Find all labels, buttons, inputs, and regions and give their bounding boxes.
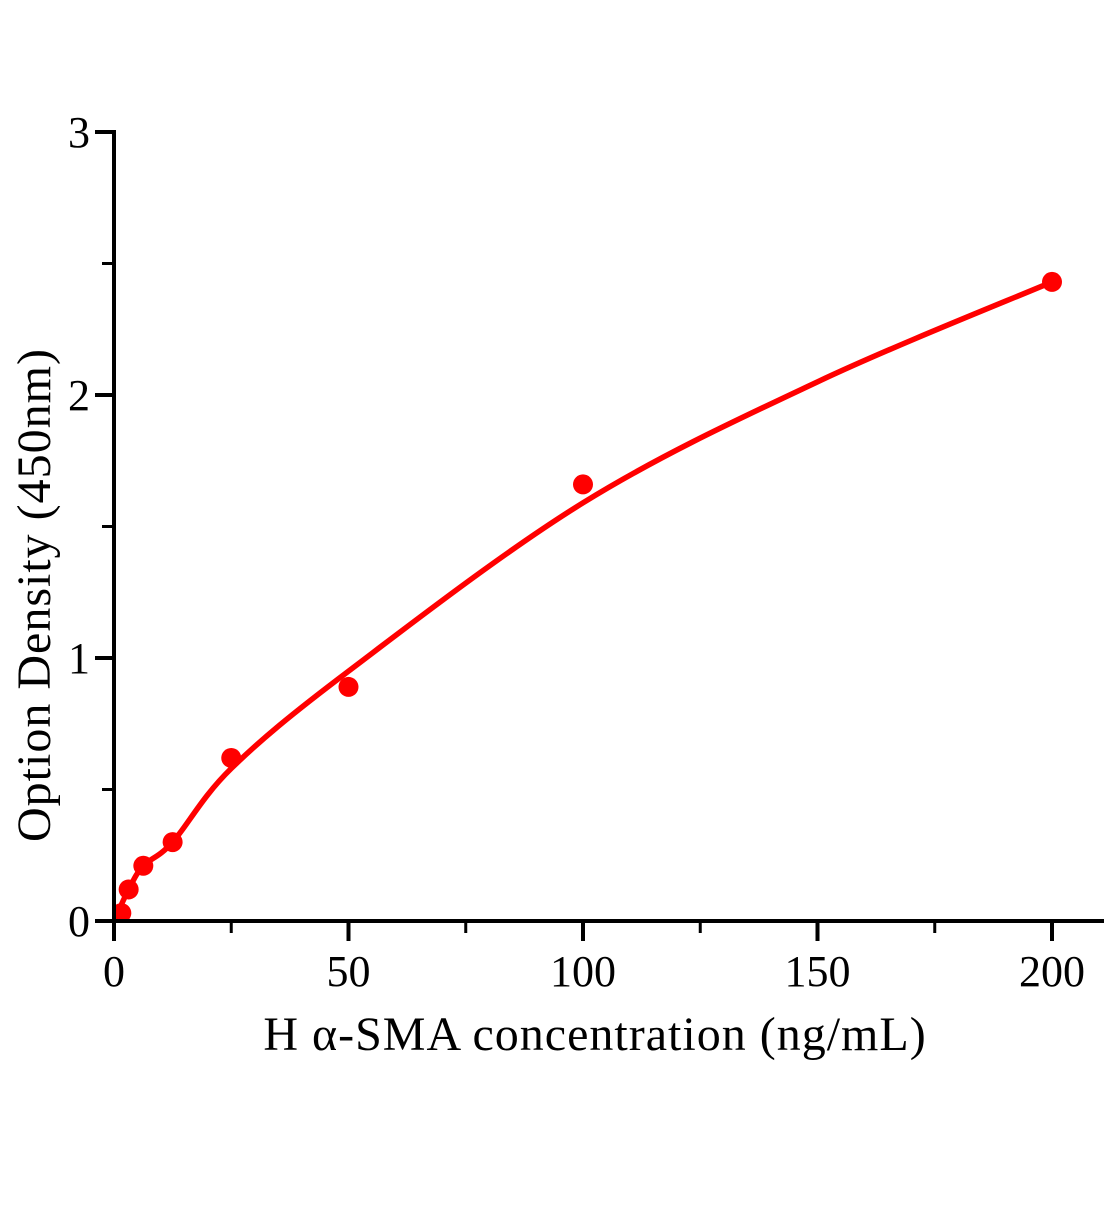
data-point [338, 676, 359, 697]
series-layer [116, 271, 1062, 920]
data-point [116, 903, 132, 920]
data-point [118, 879, 139, 900]
y-tick-label: 0 [68, 897, 90, 946]
fit-curve-line [116, 279, 1054, 920]
x-tick-label: 100 [550, 947, 616, 996]
y-tick-label: 1 [68, 634, 90, 683]
y-axis-title: Option Density (450nm) [8, 348, 61, 842]
data-point [221, 747, 242, 768]
x-tick-label: 200 [1019, 947, 1085, 996]
y-tick-label: 2 [68, 371, 90, 420]
y-tick-label: 3 [68, 108, 90, 157]
data-point [133, 855, 154, 876]
x-axis-title: H α-SMA concentration (ng/mL) [263, 1008, 926, 1061]
axes-layer [95, 130, 1104, 941]
x-tick-label: 150 [785, 947, 851, 996]
data-point [573, 474, 593, 495]
tick-label-layer: 0 50 100 150 200 0 1 2 3 [68, 108, 1085, 996]
data-point [1042, 271, 1062, 292]
x-tick-label: 0 [103, 947, 125, 996]
data-point [162, 832, 183, 853]
x-tick-label: 50 [327, 947, 371, 996]
